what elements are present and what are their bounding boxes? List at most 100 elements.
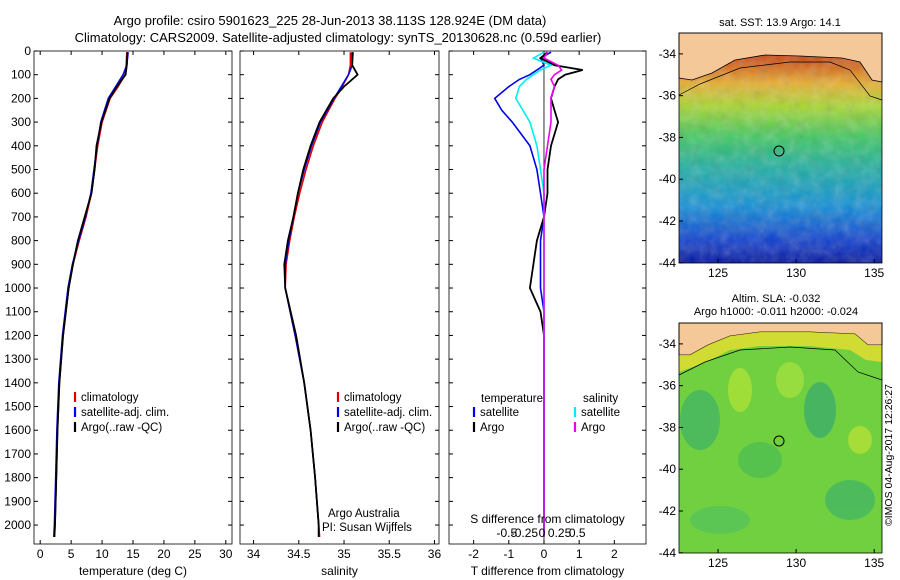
y-tick-label: 1000 [4,281,31,295]
diff-legend-s-argo-label: Argo [581,422,605,434]
map-y-tick-label: -34 [659,337,677,351]
diff-legend-t-satellite-label: satellite [480,407,519,419]
y-tick-label: 800 [11,234,31,248]
x-axis-label: T difference from climatology [471,564,625,578]
y-tick-label: 1200 [4,328,31,342]
temp-legend-climatology-label: climatology [81,392,139,404]
x-tick-label: 25 [188,547,202,561]
map-y-tick-label: -38 [659,130,677,144]
x-tick-label: 1 [576,547,583,561]
x-tick-label: 34.5 [287,547,311,561]
x-tick-label: -1 [503,547,514,561]
legend-header-salinity: salinity [583,393,618,405]
credit-line-2: PI: Susan Wijffels [322,522,412,534]
map-y-tick-label: -42 [659,214,677,228]
sst-map-axes: 125 130 135 -34 -36 -38 -40 -42 -44 [659,47,885,280]
x-tick-label: 15 [126,547,140,561]
map-y-tick-label: -36 [659,379,677,393]
y-tick-label: 1400 [4,376,31,390]
difference-panel: -2 -1 0 1 2 T difference from climatology -0.5… [448,50,647,578]
map-y-tick-label: -36 [659,89,677,103]
sal-legend-satellite-label: satellite-adj. clim. [344,407,432,419]
series-line-argo [283,52,359,537]
y-tick-label: 200 [11,91,31,105]
y-tick-label: 2000 [4,518,31,532]
plot-frame [33,50,233,545]
x-axis-label: salinity [321,564,358,578]
x-tick-label: 5 [68,547,75,561]
sla-shelf-contour [678,346,883,381]
series-line-argo [53,52,129,537]
y-tick-label: 0 [24,44,31,58]
sst-shelf-contour [678,61,883,101]
figure-title-line1: Argo profile: csiro 5901623_225 28-Jun-2… [114,13,547,28]
y-tick-label: 1700 [4,447,31,461]
y-tick-label: 500 [11,163,31,177]
plot-frame [448,50,647,545]
sal-legend-argo-label: Argo(..raw -QC) [344,422,425,434]
legend-header-temperature: temperature [481,393,543,405]
map-y-tick-label: -40 [659,462,677,476]
map-y-tick-label: -44 [659,546,677,560]
imos-credit: ©IMOS 04-Aug-2017 12:26:27 [883,384,895,526]
x-tick-label: 35 [337,547,351,561]
s-tick-label: 0.5 [569,526,586,540]
y-tick-label: 700 [11,210,31,224]
y-tick-label: 1900 [4,494,31,508]
map-x-tick-label: 130 [786,556,806,570]
temperature-panel: 0100200300400500600700800900100011001200… [4,44,233,578]
sla-blobs [680,362,875,534]
map-y-tick-label: -44 [659,256,677,270]
s-tick-label: -0.25 [511,526,539,540]
x-tick-label: 0 [37,547,44,561]
y-tick-label: 600 [11,186,31,200]
y-tick-label: 1300 [4,352,31,366]
x-tick-label: 34 [247,547,261,561]
diff-legend-t-argo-label: Argo [480,422,504,434]
map-x-tick-label: 125 [708,556,728,570]
sla-map-frame [678,322,883,554]
sla-map-title: Altim. SLA: -0.032 [732,293,821,305]
map-y-tick-label: -34 [659,47,677,61]
y-tick-label: 1800 [4,471,31,485]
map-x-tick-label: 135 [864,556,884,570]
s-axis-label: S difference from climatology [470,512,625,526]
s-tick-label: 0.25 [548,526,572,540]
x-tick-label: 30 [219,547,233,561]
map-y-tick-label: -42 [659,504,677,518]
sla-argo-marker [773,435,785,447]
x-axis-label: temperature (deg C) [79,564,187,578]
sst-argo-marker [773,145,785,157]
series-line-argo_s [542,51,563,537]
sst-map-title: sat. SST: 13.9 Argo: 14.1 [719,17,841,29]
y-tick-label: 1500 [4,400,31,414]
s-tick-label: -0.5 [496,526,517,540]
sla-map-panel: Altim. SLA: -0.032 Argo h1000: -0.011 h2… [659,293,885,570]
x-tick-label: 10 [95,547,109,561]
s-tick-label: 0 [539,526,546,540]
plot-frame [239,50,440,545]
sla-coastal-band [679,332,882,372]
sla-map-axes: 125 130 135 -34 -36 -38 -40 -42 -44 [659,337,885,570]
y-tick-label: 100 [11,68,31,82]
salinity-panel: 34 34.5 35 35.5 36 salinity climatology satelli… [239,50,441,578]
temp-legend-satellite-label: satellite-adj. clim. [81,407,169,419]
x-tick-label: 2 [611,547,618,561]
sst-map-frame [678,32,883,264]
map-y-tick-label: -40 [659,172,677,186]
x-tick-label: 0 [541,547,548,561]
sal-legend-climatology-label: climatology [344,392,402,404]
x-tick-label: 35.5 [378,547,402,561]
diff-legend-s-satellite-label: satellite [581,407,620,419]
y-tick-label: 400 [11,139,31,153]
y-tick-label: 300 [11,115,31,129]
map-y-tick-label: -38 [659,420,677,434]
map-x-tick-label: 130 [786,266,806,280]
x-tick-label: 20 [157,547,171,561]
y-tick-label: 1600 [4,423,31,437]
credit-line-1: Argo Australia [328,508,400,520]
map-x-tick-label: 125 [708,266,728,280]
x-tick-label: -2 [468,547,479,561]
